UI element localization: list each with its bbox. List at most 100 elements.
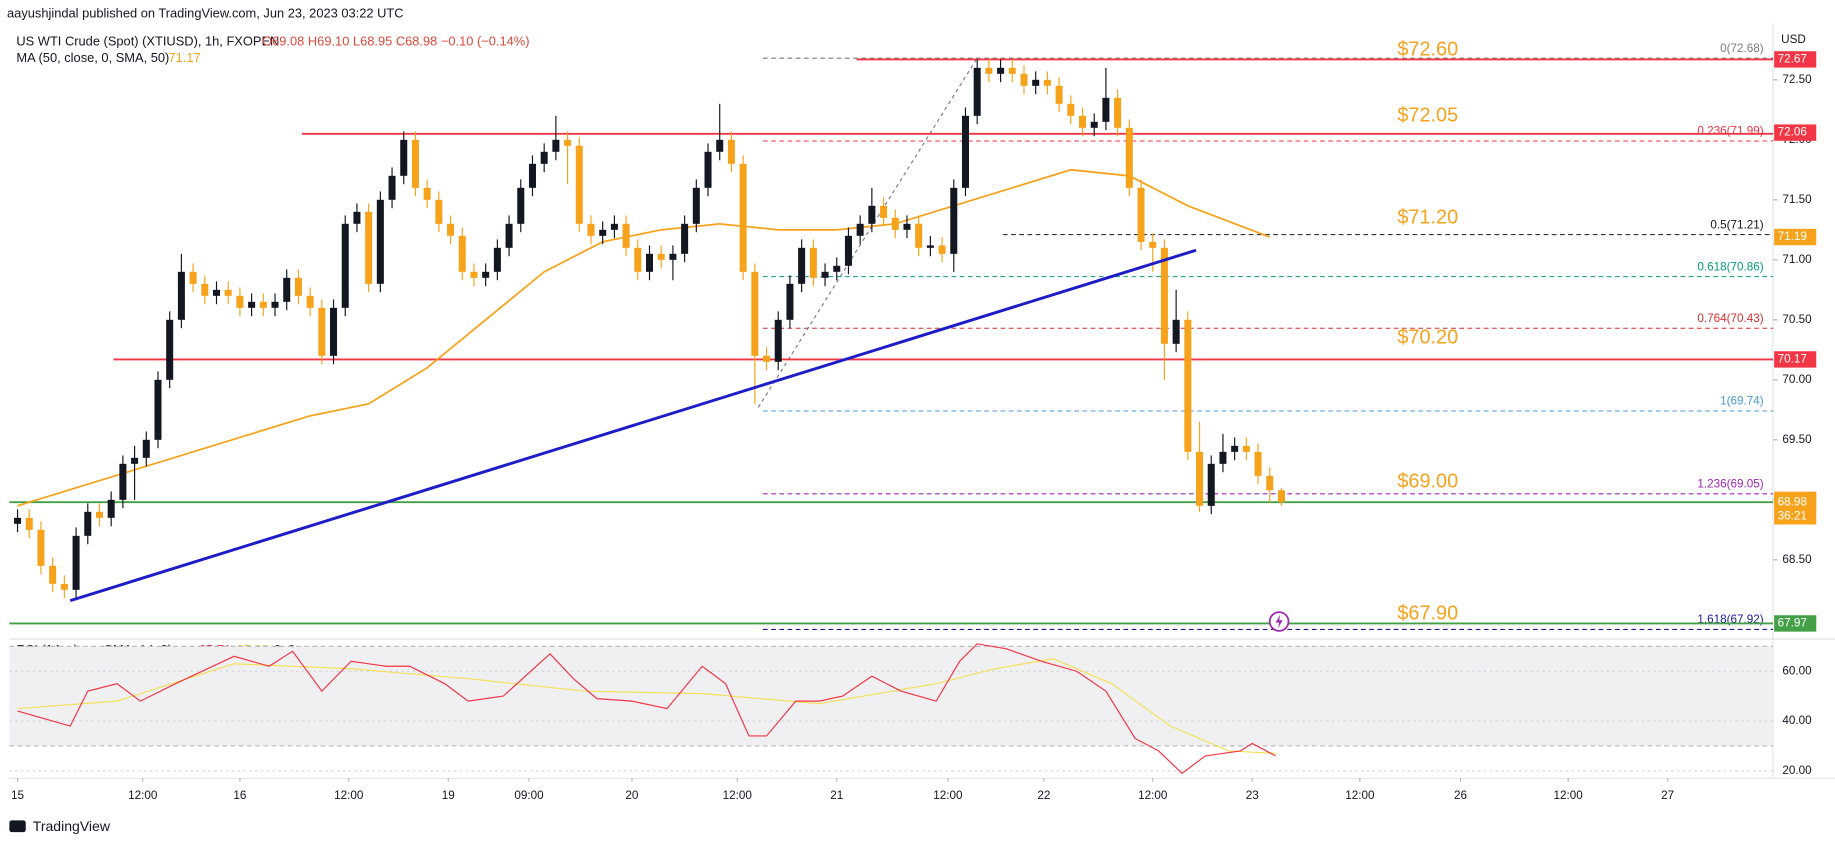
rsi-tick-label: 40.00 xyxy=(1782,714,1812,727)
candle-body xyxy=(669,253,677,260)
candle-body xyxy=(1055,85,1063,104)
candle-body xyxy=(25,517,33,530)
level-annotation: $69.00 xyxy=(1397,471,1458,493)
fib-label: 0.618(70.86) xyxy=(1697,260,1763,273)
candle-body xyxy=(95,511,103,518)
price-tag xyxy=(1774,124,1817,141)
fib-label: 0(72.68) xyxy=(1720,42,1764,55)
candle-body xyxy=(856,223,864,236)
x-tick-label: 22 xyxy=(1037,789,1050,802)
alert-icon xyxy=(1268,611,1290,632)
candle-body xyxy=(411,139,419,188)
level-annotation: $71.20 xyxy=(1397,207,1458,229)
candle-body xyxy=(365,211,373,284)
candle-body xyxy=(1149,241,1157,248)
x-tick-label: 16 xyxy=(233,789,246,802)
candle-body xyxy=(353,211,361,224)
candle-body xyxy=(926,245,934,248)
candle-body xyxy=(154,379,162,440)
y-tick-label: 70.50 xyxy=(1782,313,1812,326)
candle-body xyxy=(236,295,244,308)
candle-body xyxy=(177,271,185,320)
candle-body xyxy=(774,319,782,362)
candle-body xyxy=(809,247,817,278)
candle-body xyxy=(72,535,80,590)
level-annotation: $67.90 xyxy=(1397,603,1458,625)
rsi-line xyxy=(17,643,1276,775)
candle-body xyxy=(1172,319,1180,344)
x-tick-label: 12:00 xyxy=(933,789,963,802)
y-tick-label: 71.50 xyxy=(1782,193,1812,206)
ma-value: 71.17 xyxy=(169,50,201,65)
candle-body xyxy=(880,205,888,218)
price-tag xyxy=(1774,494,1817,525)
candle-body xyxy=(844,235,852,266)
x-tick-label: 23 xyxy=(1246,789,1259,802)
x-tick-label: 09:00 xyxy=(514,789,544,802)
candle-body xyxy=(610,223,618,230)
candle-body xyxy=(14,517,22,524)
candle-body xyxy=(903,223,911,230)
candle-body xyxy=(915,223,923,248)
candle-body xyxy=(212,289,221,296)
candle-body xyxy=(423,187,431,200)
x-tick-label: 12:00 xyxy=(1345,789,1375,802)
candle-body xyxy=(318,307,326,356)
candle-body xyxy=(575,145,583,224)
candle-body xyxy=(283,277,291,302)
candle-body xyxy=(997,67,1005,74)
candle-body xyxy=(49,565,57,584)
candle-body xyxy=(528,163,536,188)
y-tick-label: 68.50 xyxy=(1782,553,1812,566)
candle-body xyxy=(119,463,127,500)
candle-body xyxy=(681,223,689,254)
candle-body xyxy=(505,223,513,248)
candle-body xyxy=(1266,475,1274,491)
candle-body xyxy=(552,139,560,152)
candle-body xyxy=(973,67,981,116)
candle-body xyxy=(294,277,302,296)
x-tick-label: 12:00 xyxy=(1138,789,1168,802)
candle-body xyxy=(1160,247,1168,344)
footer: TradingView xyxy=(33,818,111,834)
rsi-tick-label: 20.00 xyxy=(1782,764,1812,777)
candle-body xyxy=(447,223,455,236)
x-tick-label: 12:00 xyxy=(334,789,364,802)
candle-body xyxy=(727,139,735,164)
candle-body xyxy=(470,271,478,278)
candle-body xyxy=(1231,445,1239,452)
moving-average xyxy=(17,168,1271,507)
candle-body xyxy=(645,253,654,272)
candle-body xyxy=(798,247,806,284)
candle-body xyxy=(657,253,665,260)
x-tick-label: 21 xyxy=(830,789,843,802)
candle-body xyxy=(376,199,384,284)
trendline xyxy=(69,248,1197,603)
currency: USD xyxy=(1781,33,1806,46)
ohlc-text: O69.08 H69.10 L68.95 C68.98 −0.10 (−0.14… xyxy=(262,34,529,49)
rsi-sma xyxy=(17,658,1276,754)
candle-body xyxy=(1277,490,1285,503)
candle-body xyxy=(868,205,876,224)
publisher: aayushjindal published on TradingView.co… xyxy=(7,5,404,20)
tv-logo xyxy=(9,820,26,833)
candle-body xyxy=(388,175,396,200)
x-tick-label: 15 xyxy=(11,789,24,802)
price-tag xyxy=(1774,228,1817,246)
candle-body xyxy=(786,283,794,320)
candle-body xyxy=(60,583,68,590)
candle-body xyxy=(739,163,747,272)
candle-body xyxy=(166,319,174,380)
candle-body xyxy=(189,271,197,284)
candle-body xyxy=(1067,103,1075,116)
price-tag-label: 72.06 xyxy=(1778,126,1807,139)
candle-body xyxy=(821,271,829,278)
y-tick-label: 72.50 xyxy=(1782,73,1812,86)
price-tag-countdown: 36:21 xyxy=(1778,509,1807,522)
y-tick-label: 70.00 xyxy=(1782,373,1812,386)
price-tag-label: 68.98 xyxy=(1778,495,1807,508)
candle-body xyxy=(330,307,338,356)
candle-body xyxy=(306,295,314,308)
rsi-tick-label: 60.00 xyxy=(1782,664,1812,677)
